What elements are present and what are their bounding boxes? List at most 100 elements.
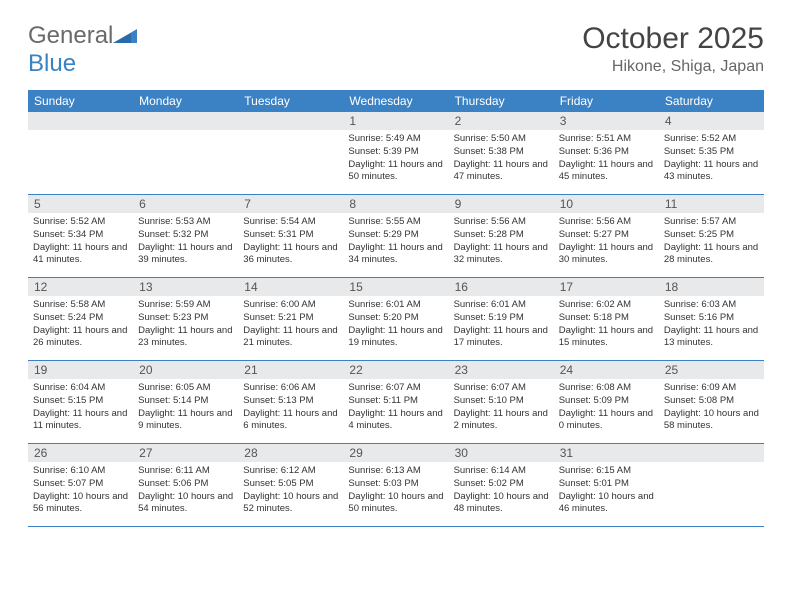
logo-triangle-icon bbox=[113, 25, 137, 43]
sunrise-text: Sunrise: 6:07 AM bbox=[348, 382, 443, 395]
daylight-text: Daylight: 11 hours and 17 minutes. bbox=[454, 325, 549, 351]
sunset-text: Sunset: 5:20 PM bbox=[348, 312, 443, 325]
day-number: 3 bbox=[554, 112, 659, 130]
day-number: 15 bbox=[343, 278, 448, 296]
day-content: Sunrise: 5:52 AMSunset: 5:35 PMDaylight:… bbox=[659, 130, 764, 190]
day-number: 28 bbox=[238, 444, 343, 462]
daylight-text: Daylight: 11 hours and 19 minutes. bbox=[348, 325, 443, 351]
sunset-text: Sunset: 5:03 PM bbox=[348, 478, 443, 491]
day-number: 17 bbox=[554, 278, 659, 296]
sunrise-text: Sunrise: 5:56 AM bbox=[559, 216, 654, 229]
day-cell: 18Sunrise: 6:03 AMSunset: 5:16 PMDayligh… bbox=[659, 278, 764, 360]
sunset-text: Sunset: 5:14 PM bbox=[138, 395, 233, 408]
day-content: Sunrise: 5:54 AMSunset: 5:31 PMDaylight:… bbox=[238, 213, 343, 273]
daylight-text: Daylight: 10 hours and 52 minutes. bbox=[243, 491, 338, 517]
sunrise-text: Sunrise: 6:03 AM bbox=[664, 299, 759, 312]
sunrise-text: Sunrise: 5:51 AM bbox=[559, 133, 654, 146]
day-cell: 26Sunrise: 6:10 AMSunset: 5:07 PMDayligh… bbox=[28, 444, 133, 526]
day-cell: 21Sunrise: 6:06 AMSunset: 5:13 PMDayligh… bbox=[238, 361, 343, 443]
sunset-text: Sunset: 5:07 PM bbox=[33, 478, 128, 491]
day-number: 6 bbox=[133, 195, 238, 213]
day-number: 20 bbox=[133, 361, 238, 379]
daylight-text: Daylight: 10 hours and 46 minutes. bbox=[559, 491, 654, 517]
weekday-header: Thursday bbox=[449, 90, 554, 112]
daylight-text: Daylight: 10 hours and 54 minutes. bbox=[138, 491, 233, 517]
title-block: October 2025 Hikone, Shiga, Japan bbox=[582, 22, 764, 76]
day-content: Sunrise: 6:01 AMSunset: 5:20 PMDaylight:… bbox=[343, 296, 448, 356]
day-content: Sunrise: 6:11 AMSunset: 5:06 PMDaylight:… bbox=[133, 462, 238, 522]
day-number: 22 bbox=[343, 361, 448, 379]
day-cell: 8Sunrise: 5:55 AMSunset: 5:29 PMDaylight… bbox=[343, 195, 448, 277]
sunset-text: Sunset: 5:31 PM bbox=[243, 229, 338, 242]
daylight-text: Daylight: 11 hours and 50 minutes. bbox=[348, 159, 443, 185]
week-row: 12Sunrise: 5:58 AMSunset: 5:24 PMDayligh… bbox=[28, 278, 764, 361]
day-content: Sunrise: 5:55 AMSunset: 5:29 PMDaylight:… bbox=[343, 213, 448, 273]
day-content: Sunrise: 5:50 AMSunset: 5:38 PMDaylight:… bbox=[449, 130, 554, 190]
day-cell: 23Sunrise: 6:07 AMSunset: 5:10 PMDayligh… bbox=[449, 361, 554, 443]
day-number: 12 bbox=[28, 278, 133, 296]
sunrise-text: Sunrise: 6:04 AM bbox=[33, 382, 128, 395]
day-cell: 4Sunrise: 5:52 AMSunset: 5:35 PMDaylight… bbox=[659, 112, 764, 194]
sunrise-text: Sunrise: 5:56 AM bbox=[454, 216, 549, 229]
daylight-text: Daylight: 11 hours and 45 minutes. bbox=[559, 159, 654, 185]
sunset-text: Sunset: 5:02 PM bbox=[454, 478, 549, 491]
sunrise-text: Sunrise: 6:09 AM bbox=[664, 382, 759, 395]
day-number: 7 bbox=[238, 195, 343, 213]
day-cell: 15Sunrise: 6:01 AMSunset: 5:20 PMDayligh… bbox=[343, 278, 448, 360]
day-content: Sunrise: 6:04 AMSunset: 5:15 PMDaylight:… bbox=[28, 379, 133, 439]
day-number: 19 bbox=[28, 361, 133, 379]
sunrise-text: Sunrise: 6:15 AM bbox=[559, 465, 654, 478]
day-number: 16 bbox=[449, 278, 554, 296]
day-content: Sunrise: 6:15 AMSunset: 5:01 PMDaylight:… bbox=[554, 462, 659, 522]
day-number: 4 bbox=[659, 112, 764, 130]
sunrise-text: Sunrise: 5:54 AM bbox=[243, 216, 338, 229]
day-cell: 7Sunrise: 5:54 AMSunset: 5:31 PMDaylight… bbox=[238, 195, 343, 277]
month-title: October 2025 bbox=[582, 22, 764, 56]
day-number: 9 bbox=[449, 195, 554, 213]
logo-text: GeneralBlue bbox=[28, 22, 137, 78]
sunset-text: Sunset: 5:08 PM bbox=[664, 395, 759, 408]
day-content: Sunrise: 6:02 AMSunset: 5:18 PMDaylight:… bbox=[554, 296, 659, 356]
day-content: Sunrise: 5:51 AMSunset: 5:36 PMDaylight:… bbox=[554, 130, 659, 190]
sunset-text: Sunset: 5:34 PM bbox=[33, 229, 128, 242]
empty-day-number bbox=[28, 112, 133, 130]
sunset-text: Sunset: 5:18 PM bbox=[559, 312, 654, 325]
sunrise-text: Sunrise: 6:07 AM bbox=[454, 382, 549, 395]
daylight-text: Daylight: 11 hours and 13 minutes. bbox=[664, 325, 759, 351]
daylight-text: Daylight: 11 hours and 36 minutes. bbox=[243, 242, 338, 268]
day-cell: 11Sunrise: 5:57 AMSunset: 5:25 PMDayligh… bbox=[659, 195, 764, 277]
day-cell: 29Sunrise: 6:13 AMSunset: 5:03 PMDayligh… bbox=[343, 444, 448, 526]
day-content: Sunrise: 5:56 AMSunset: 5:28 PMDaylight:… bbox=[449, 213, 554, 273]
daylight-text: Daylight: 10 hours and 58 minutes. bbox=[664, 408, 759, 434]
day-cell: 5Sunrise: 5:52 AMSunset: 5:34 PMDaylight… bbox=[28, 195, 133, 277]
sunrise-text: Sunrise: 6:13 AM bbox=[348, 465, 443, 478]
day-number: 29 bbox=[343, 444, 448, 462]
day-cell: 20Sunrise: 6:05 AMSunset: 5:14 PMDayligh… bbox=[133, 361, 238, 443]
daylight-text: Daylight: 11 hours and 0 minutes. bbox=[559, 408, 654, 434]
daylight-text: Daylight: 11 hours and 28 minutes. bbox=[664, 242, 759, 268]
day-number: 26 bbox=[28, 444, 133, 462]
sunset-text: Sunset: 5:39 PM bbox=[348, 146, 443, 159]
sunrise-text: Sunrise: 6:11 AM bbox=[138, 465, 233, 478]
sunset-text: Sunset: 5:28 PM bbox=[454, 229, 549, 242]
day-cell bbox=[238, 112, 343, 194]
day-content: Sunrise: 5:56 AMSunset: 5:27 PMDaylight:… bbox=[554, 213, 659, 273]
empty-day-number bbox=[659, 444, 764, 462]
sunset-text: Sunset: 5:05 PM bbox=[243, 478, 338, 491]
sunrise-text: Sunrise: 5:57 AM bbox=[664, 216, 759, 229]
sunrise-text: Sunrise: 6:14 AM bbox=[454, 465, 549, 478]
daylight-text: Daylight: 11 hours and 6 minutes. bbox=[243, 408, 338, 434]
sunrise-text: Sunrise: 5:50 AM bbox=[454, 133, 549, 146]
sunrise-text: Sunrise: 6:08 AM bbox=[559, 382, 654, 395]
day-cell: 14Sunrise: 6:00 AMSunset: 5:21 PMDayligh… bbox=[238, 278, 343, 360]
day-number: 24 bbox=[554, 361, 659, 379]
day-content: Sunrise: 6:12 AMSunset: 5:05 PMDaylight:… bbox=[238, 462, 343, 522]
day-cell: 30Sunrise: 6:14 AMSunset: 5:02 PMDayligh… bbox=[449, 444, 554, 526]
daylight-text: Daylight: 11 hours and 39 minutes. bbox=[138, 242, 233, 268]
daylight-text: Daylight: 11 hours and 41 minutes. bbox=[33, 242, 128, 268]
daylight-text: Daylight: 11 hours and 4 minutes. bbox=[348, 408, 443, 434]
day-number: 25 bbox=[659, 361, 764, 379]
day-number: 1 bbox=[343, 112, 448, 130]
day-number: 8 bbox=[343, 195, 448, 213]
sunset-text: Sunset: 5:38 PM bbox=[454, 146, 549, 159]
